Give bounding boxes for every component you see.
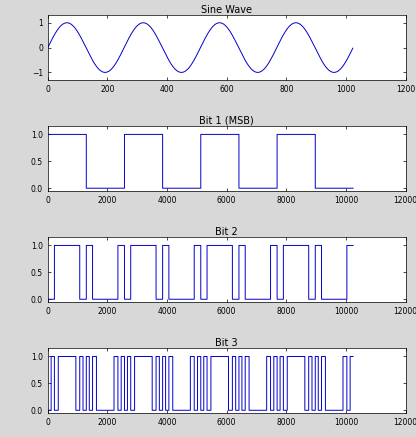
Title: Bit 1 (MSB): Bit 1 (MSB) <box>199 115 254 125</box>
Title: Sine Wave: Sine Wave <box>201 4 252 14</box>
Title: Bit 3: Bit 3 <box>215 338 238 347</box>
Title: Bit 2: Bit 2 <box>215 227 238 236</box>
